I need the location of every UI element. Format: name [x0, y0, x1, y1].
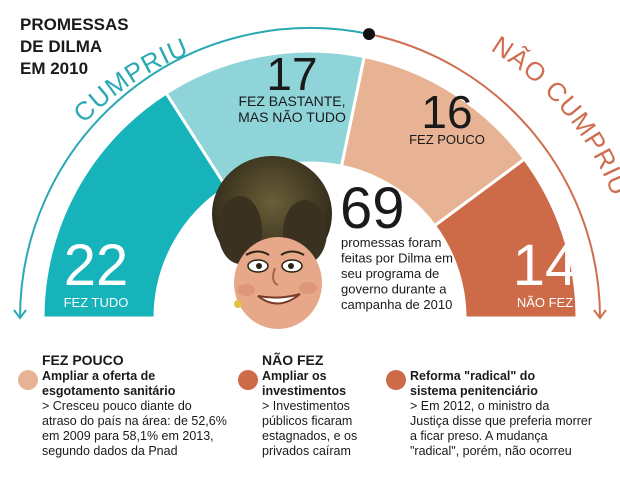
legend-detail: > Investimentos públicos ficaram estagna…	[262, 399, 357, 459]
total-value: 69	[340, 176, 405, 241]
total-text-line: governo durante a	[341, 282, 447, 297]
total-text-line: promessas foram	[341, 235, 441, 250]
legend-detail: > Cresceu pouco diante do atraso do país…	[42, 399, 227, 459]
legend-headline-line: Ampliar os	[262, 369, 327, 383]
legend-detail-line: privados caíram	[262, 444, 351, 458]
slice-3	[432, 157, 579, 320]
legend-detail-line: > Cresceu pouco diante do	[42, 399, 192, 413]
legend-headline: Ampliar os investimentos	[262, 369, 346, 399]
dilma-caricature-icon	[212, 156, 332, 329]
total-text-line: seu programa de	[341, 266, 439, 281]
chart-title-line: DE DILMA	[20, 37, 103, 56]
arrow-right-icon	[593, 309, 607, 320]
legend-detail-line: > Em 2012, o ministro da	[410, 399, 550, 413]
legend-headline: Reforma "radical" do sistema penitenciár…	[410, 369, 538, 399]
legend-headline-line: esgotamento sanitário	[42, 384, 176, 398]
slice-value-1: 17	[266, 48, 317, 100]
chart-title-line: PROMESSAS	[20, 15, 129, 34]
slice-value-0: 22	[64, 233, 129, 298]
legend-detail-line: > Investimentos	[262, 399, 350, 413]
legend-detail-line: atraso do país na área: de 52,6%	[42, 414, 227, 428]
slice-0	[41, 91, 229, 320]
legend-dot	[18, 370, 38, 390]
total-text-line: campanha de 2010	[341, 297, 452, 312]
arc-cumpriu	[19, 27, 370, 319]
legend-detail-line: estagnados, e os	[262, 429, 358, 443]
slice-label-1: MAS NÃO TUDO	[238, 109, 346, 125]
legend-detail: > Em 2012, o ministro da Justiça disse q…	[410, 399, 592, 459]
legend-detail-line: Justiça disse que preferia morrer	[410, 414, 593, 428]
chart-title-line: EM 2010	[20, 59, 89, 78]
legend-detail-line: a ficar preso. A mudança	[410, 429, 548, 443]
legend-detail-line: segundo dados da Pnad	[42, 444, 178, 458]
chart-title: PROMESSAS DE DILMA EM 2010	[20, 14, 150, 80]
slice-value-3: 14	[513, 233, 578, 298]
arrow-left-icon	[13, 309, 27, 320]
arc-nao-cumpriu	[368, 33, 601, 319]
slice-label-0: FEZ TUDO	[64, 295, 129, 310]
top-marker	[363, 28, 376, 41]
legend-headline: Ampliar a oferta de esgotamento sanitári…	[42, 369, 175, 399]
outer-arc	[13, 27, 607, 320]
legend-dot	[386, 370, 406, 390]
legend-category: FEZ POUCO	[42, 352, 124, 368]
chart-slices	[41, 49, 579, 320]
legend-category: NÃO FEZ	[262, 352, 324, 368]
total-text-line: feitas por Dilma em	[341, 251, 453, 266]
slice-value-2: 16	[421, 86, 472, 138]
legend-detail-line: em 2009 para 58,1% em 2013,	[42, 429, 214, 443]
slice-label-3: NÃO FEZ	[517, 295, 573, 310]
legend-headline-line: Reforma "radical" do	[410, 369, 536, 383]
legend-detail-line: públicos ficaram	[262, 414, 353, 428]
slice-label-2: FEZ POUCO	[409, 132, 485, 147]
legend-headline-line: sistema penitenciário	[410, 384, 538, 398]
slice-label-1: FEZ BASTANTE,	[238, 93, 345, 109]
legend-dot	[238, 370, 258, 390]
legend-headline-line: Ampliar a oferta de	[42, 369, 156, 383]
legend-detail-line: "radical", porém, não ocorreu	[410, 444, 572, 458]
legend-headline-line: investimentos	[262, 384, 347, 398]
